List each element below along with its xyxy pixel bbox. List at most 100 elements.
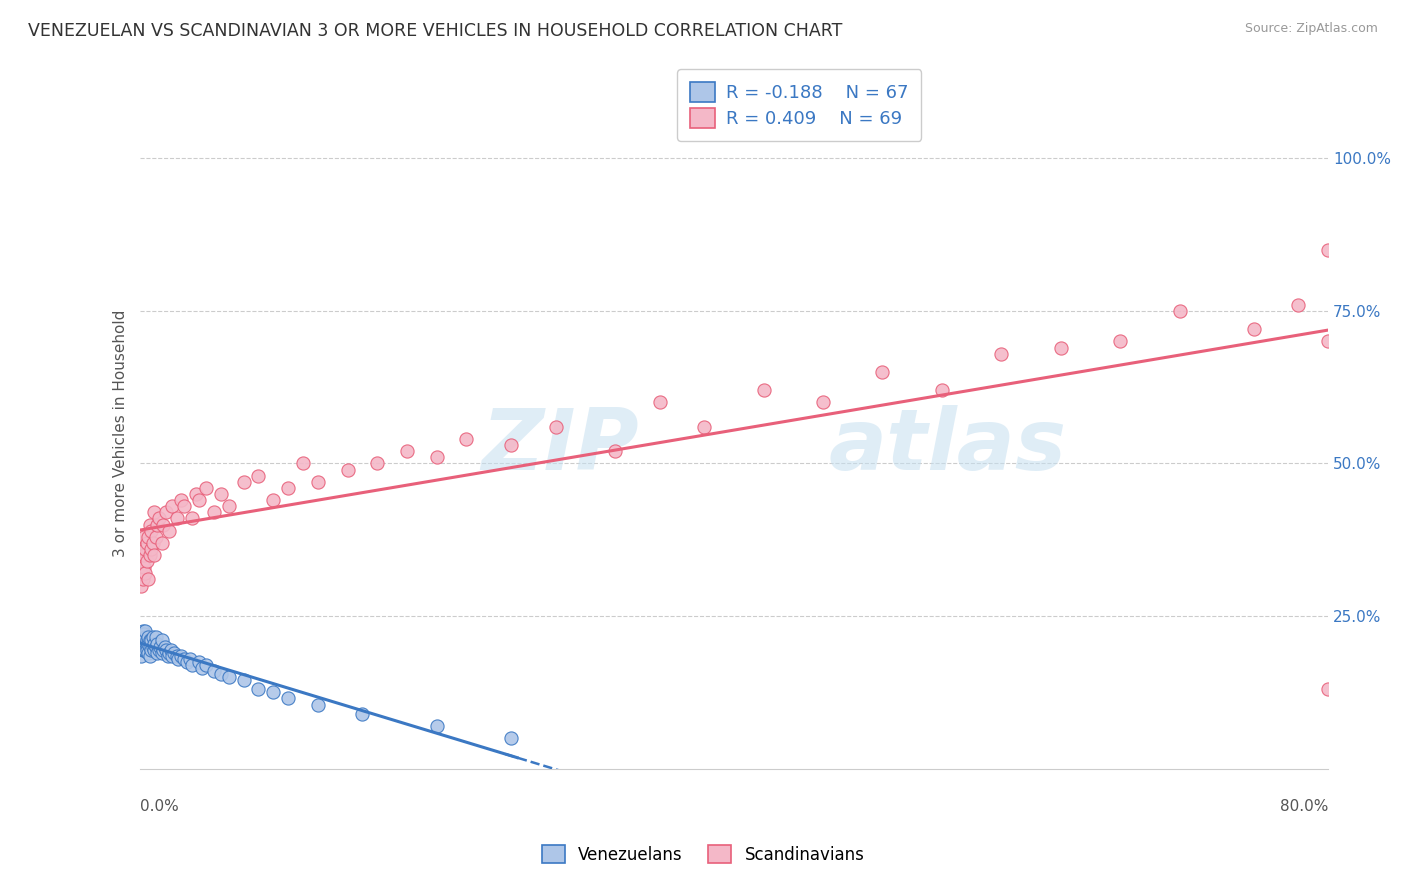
Point	[603, 444, 626, 458]
Point	[195, 657, 218, 672]
Text: atlas: atlas	[830, 405, 1067, 488]
Point	[170, 493, 193, 508]
Point	[277, 481, 299, 495]
Point	[184, 487, 207, 501]
Point	[150, 536, 173, 550]
Point	[176, 655, 198, 669]
Point	[138, 631, 160, 645]
Point	[132, 640, 155, 654]
Point	[143, 505, 166, 519]
Point	[131, 541, 153, 556]
Point	[141, 633, 163, 648]
Point	[1168, 304, 1191, 318]
Point	[811, 395, 834, 409]
Point	[262, 493, 284, 508]
Point	[152, 517, 174, 532]
Point	[129, 640, 152, 654]
Point	[179, 652, 201, 666]
Point	[136, 536, 159, 550]
Point	[166, 648, 188, 663]
Point	[136, 633, 159, 648]
Text: 0.0%: 0.0%	[139, 799, 179, 814]
Point	[141, 642, 163, 657]
Point	[180, 657, 202, 672]
Point	[131, 636, 153, 650]
Point	[138, 530, 160, 544]
Point	[132, 560, 155, 574]
Point	[142, 631, 165, 645]
Text: VENEZUELAN VS SCANDINAVIAN 3 OR MORE VEHICLES IN HOUSEHOLD CORRELATION CHART: VENEZUELAN VS SCANDINAVIAN 3 OR MORE VEH…	[28, 22, 842, 40]
Point	[146, 636, 169, 650]
Point	[247, 682, 270, 697]
Point	[136, 554, 159, 568]
Text: 80.0%: 80.0%	[1279, 799, 1329, 814]
Point	[134, 566, 156, 581]
Point	[931, 383, 953, 397]
Point	[129, 648, 152, 663]
Point	[426, 719, 449, 733]
Point	[157, 524, 180, 538]
Point	[141, 541, 163, 556]
Point	[336, 462, 359, 476]
Point	[188, 655, 211, 669]
Point	[134, 636, 156, 650]
Point	[132, 548, 155, 562]
Point	[150, 633, 173, 648]
Point	[395, 444, 418, 458]
Point	[145, 631, 167, 645]
Y-axis label: 3 or more Vehicles in Household: 3 or more Vehicles in Household	[114, 310, 128, 557]
Point	[232, 673, 254, 688]
Point	[139, 648, 162, 663]
Point	[138, 573, 160, 587]
Point	[132, 530, 155, 544]
Point	[159, 642, 181, 657]
Point	[155, 642, 177, 657]
Point	[180, 511, 202, 525]
Point	[167, 652, 190, 666]
Point	[170, 648, 193, 663]
Point	[191, 661, 214, 675]
Point	[145, 640, 167, 654]
Point	[132, 642, 155, 657]
Text: Source: ZipAtlas.com: Source: ZipAtlas.com	[1244, 22, 1378, 36]
Point	[149, 640, 172, 654]
Point	[195, 481, 218, 495]
Point	[247, 468, 270, 483]
Point	[139, 548, 162, 562]
Point	[150, 646, 173, 660]
Point	[232, 475, 254, 489]
Point	[160, 648, 183, 663]
Point	[544, 420, 567, 434]
Point	[146, 646, 169, 660]
Point	[1317, 243, 1340, 257]
Point	[131, 624, 153, 639]
Point	[129, 578, 152, 592]
Point	[277, 691, 299, 706]
Point	[143, 548, 166, 562]
Point	[134, 631, 156, 645]
Point	[134, 642, 156, 657]
Point	[872, 365, 894, 379]
Point	[132, 627, 155, 641]
Point	[291, 457, 314, 471]
Point	[307, 698, 329, 712]
Point	[142, 536, 165, 550]
Point	[173, 499, 195, 513]
Point	[155, 505, 177, 519]
Point	[157, 646, 180, 660]
Point	[136, 642, 159, 657]
Point	[262, 685, 284, 699]
Point	[752, 383, 775, 397]
Point	[990, 346, 1012, 360]
Point	[129, 566, 152, 581]
Point	[136, 640, 159, 654]
Point	[156, 648, 179, 663]
Point	[148, 642, 170, 657]
Point	[143, 636, 166, 650]
Point	[648, 395, 671, 409]
Point	[693, 420, 716, 434]
Point	[138, 646, 160, 660]
Point	[129, 627, 152, 641]
Point	[134, 624, 156, 639]
Point	[129, 548, 152, 562]
